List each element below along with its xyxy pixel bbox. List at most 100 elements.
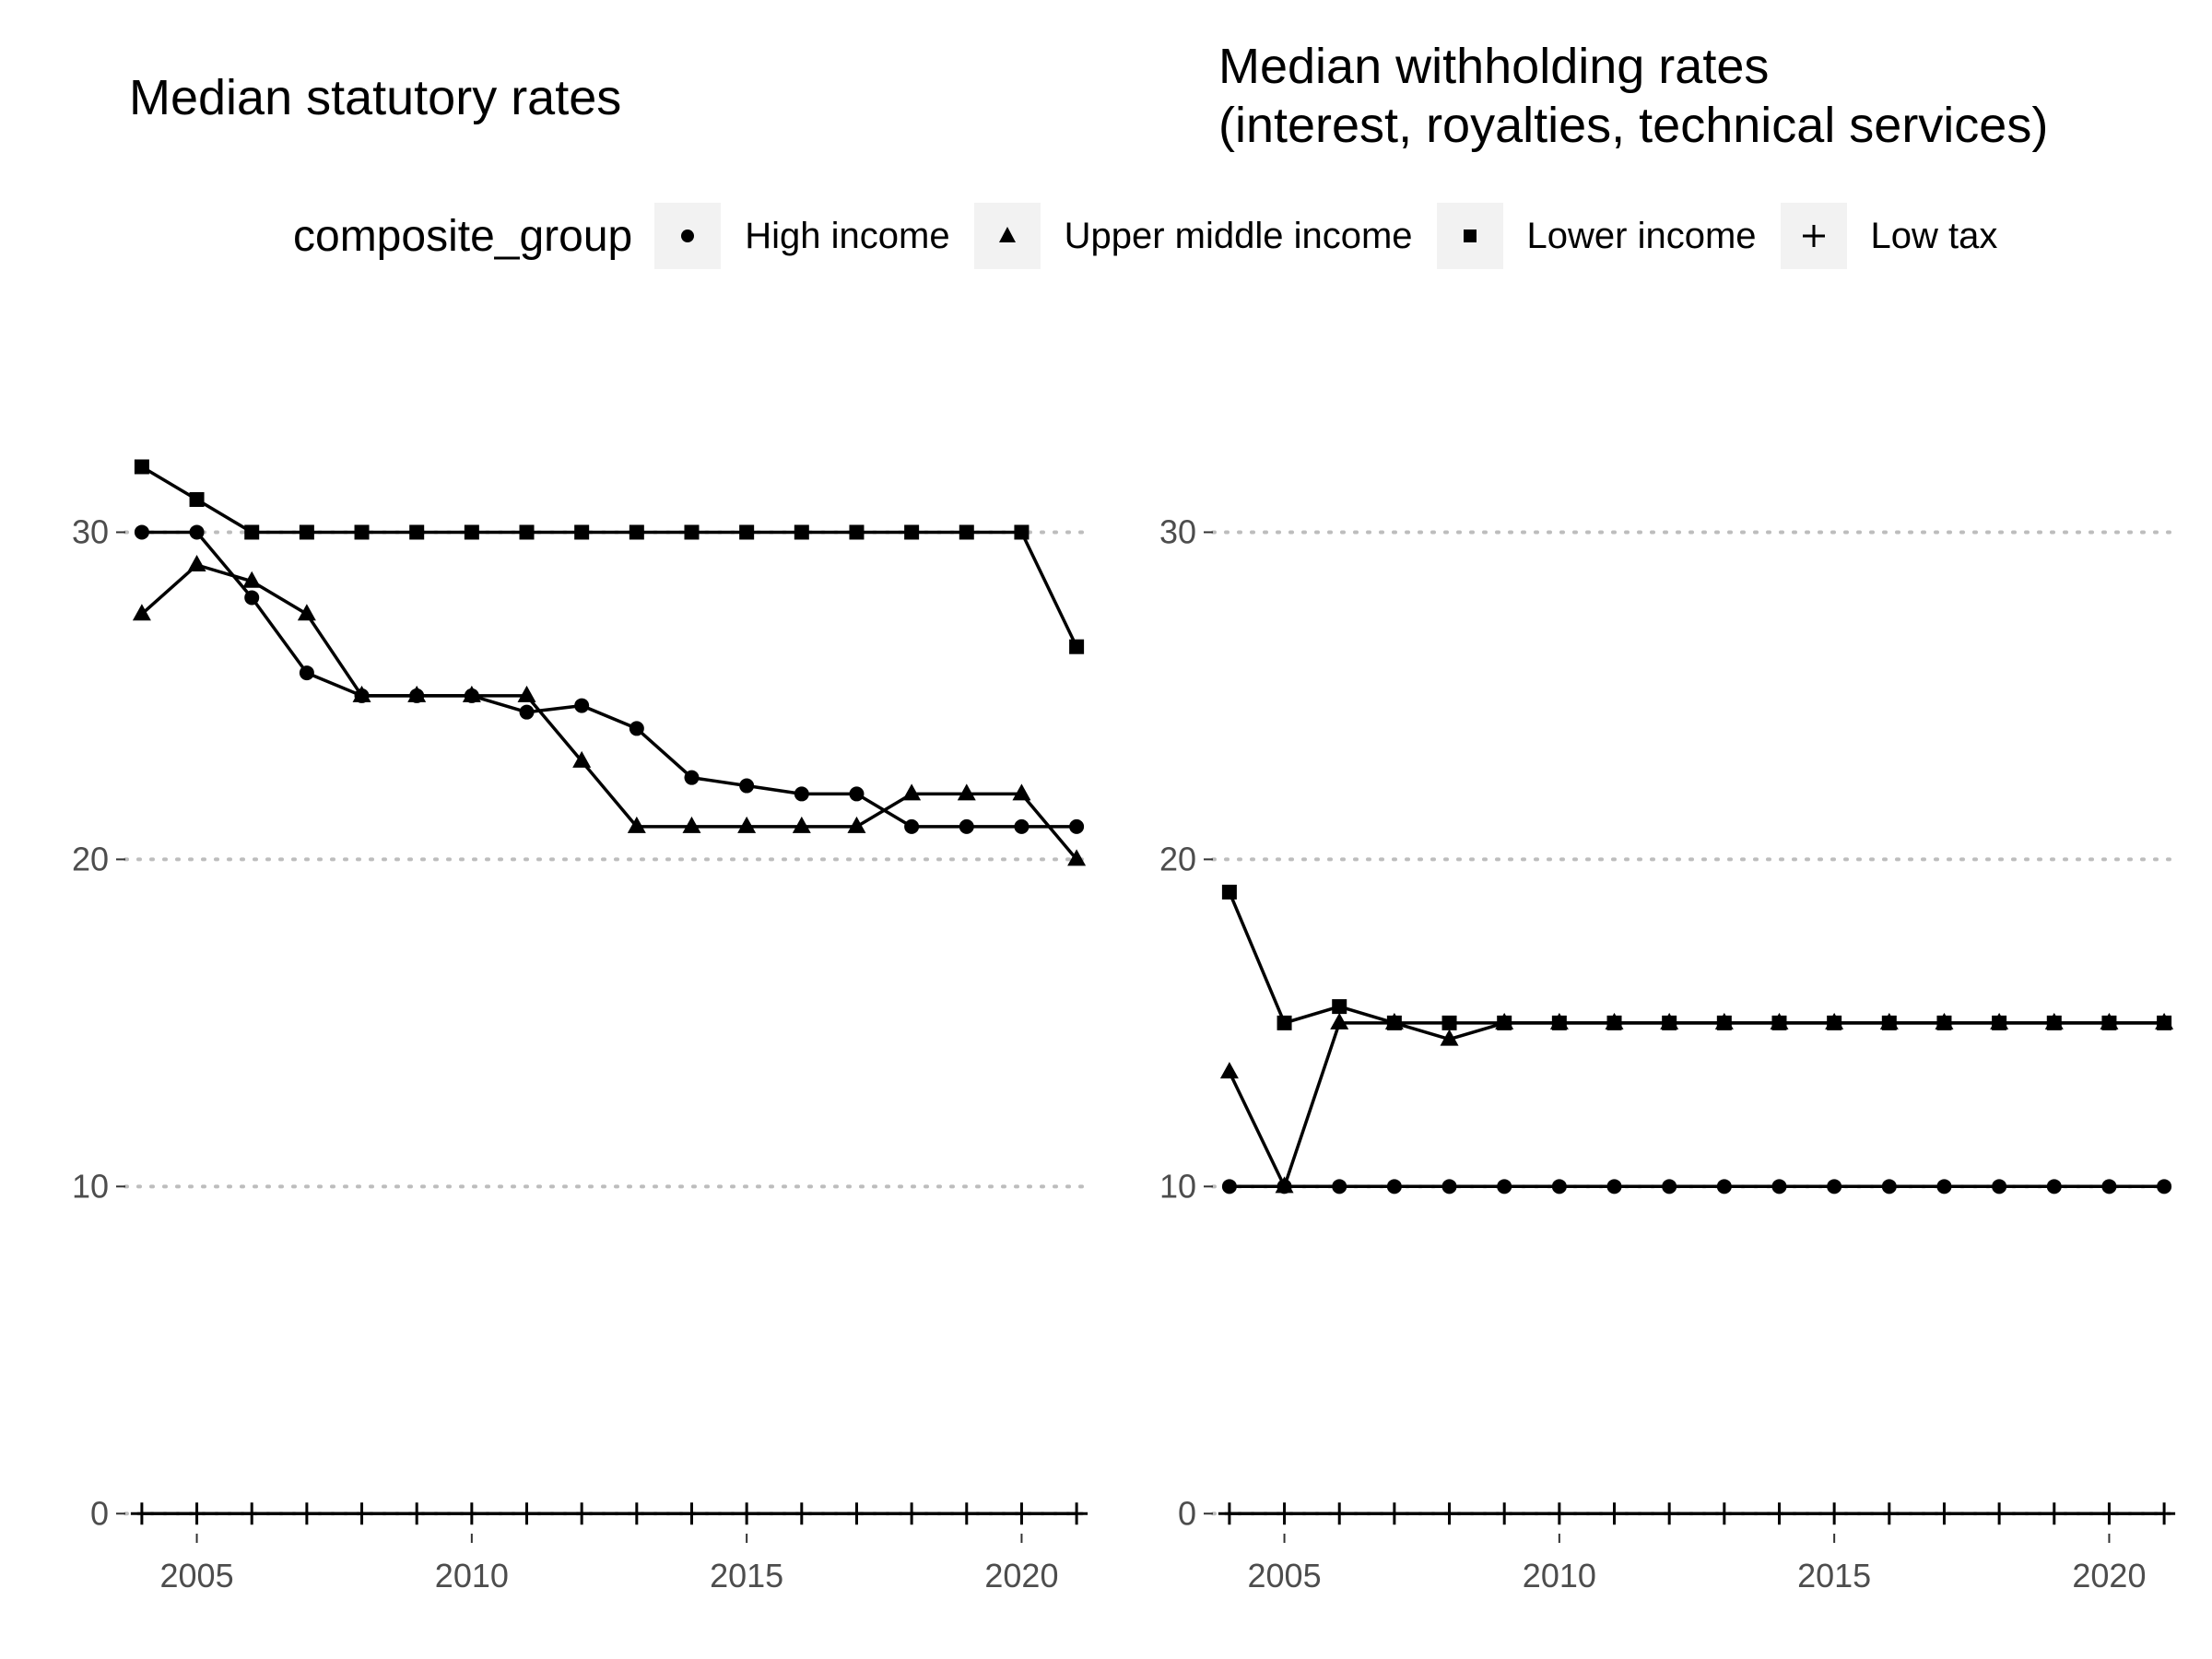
point-high-income-2004 <box>134 524 149 540</box>
point-high-income-2018 <box>904 818 920 834</box>
point-lower-income-2021 <box>1069 639 1085 654</box>
legend-key-square <box>1436 203 1503 269</box>
point-low-tax-2008 <box>350 1502 373 1525</box>
x-tick-label-2005: 2005 <box>160 1557 234 1594</box>
point-lower-income-2005 <box>189 491 205 507</box>
point-low-tax-2006 <box>241 1502 264 1525</box>
point-upper-middle-income-2008 <box>1440 1029 1459 1046</box>
panel-1: 0 10 20 30 2005 2010 2015 2020 <box>72 459 1095 1594</box>
point-upper-middle-income-2006 <box>1330 1012 1349 1030</box>
point-low-tax-2004 <box>1218 1502 1241 1525</box>
x-tick-label-2010: 2010 <box>435 1557 509 1594</box>
point-high-income-2005 <box>189 524 205 540</box>
point-upper-middle-income-2004 <box>1219 1062 1239 1079</box>
point-upper-middle-income-2016 <box>792 816 811 833</box>
point-lower-income-2007 <box>1386 1015 1402 1030</box>
point-lower-income-2018 <box>1992 1015 2007 1030</box>
x-tick-label-2005: 2005 <box>1248 1557 1322 1594</box>
x-tick-label-2015: 2015 <box>710 1557 783 1594</box>
point-low-tax-2006 <box>1328 1502 1351 1525</box>
point-low-tax-2009 <box>406 1502 429 1525</box>
point-high-income-2019 <box>2046 1179 2062 1194</box>
point-upper-middle-income-2015 <box>737 816 757 833</box>
right-panel-title: Median withholding rates (interest, roya… <box>1218 39 2049 153</box>
point-low-tax-2015 <box>1823 1502 1846 1525</box>
point-low-tax-2018 <box>1988 1502 2011 1525</box>
point-lower-income-2017 <box>1936 1015 1952 1030</box>
x-tick-label-2020: 2020 <box>2072 1557 2146 1594</box>
point-high-income-2006 <box>1332 1179 1347 1194</box>
point-lower-income-2012 <box>1662 1015 1677 1030</box>
point-lower-income-2008 <box>1441 1015 1457 1030</box>
point-lower-income-2020 <box>1014 524 1030 540</box>
point-upper-middle-income-2014 <box>682 816 701 833</box>
point-lower-income-2016 <box>794 524 809 540</box>
legend: composite_group High income Upper middle… <box>293 203 2021 269</box>
point-upper-middle-income-2012 <box>572 750 592 768</box>
legend-key-circle <box>654 203 722 269</box>
y-tick-label-0: 0 <box>90 1494 109 1532</box>
legend-key-triangle <box>973 203 1041 269</box>
point-low-tax-2017 <box>845 1502 868 1525</box>
point-upper-middle-income-2005 <box>187 554 206 571</box>
point-low-tax-2016 <box>1877 1502 1900 1525</box>
point-low-tax-2009 <box>1493 1502 1516 1525</box>
point-upper-middle-income-2010 <box>462 685 481 702</box>
point-low-tax-2005 <box>185 1502 208 1525</box>
x-tick-label-2020: 2020 <box>984 1557 1058 1594</box>
y-tick-label-30: 30 <box>1159 512 1196 550</box>
point-lower-income-2017 <box>849 524 865 540</box>
point-lower-income-2008 <box>354 524 370 540</box>
point-low-tax-2020 <box>2098 1502 2121 1525</box>
point-upper-middle-income-2008 <box>352 685 371 702</box>
y-tick-label-20: 20 <box>1159 840 1196 877</box>
point-lower-income-2004 <box>134 459 149 475</box>
triangle-marker-icon <box>998 227 1016 242</box>
point-high-income-2011 <box>1606 1179 1622 1194</box>
point-low-tax-2017 <box>1933 1502 1956 1525</box>
point-low-tax-2011 <box>515 1502 538 1525</box>
point-low-tax-2018 <box>900 1502 924 1525</box>
point-lower-income-2019 <box>959 524 974 540</box>
point-high-income-2014 <box>1771 1179 1787 1194</box>
point-low-tax-2007 <box>1382 1502 1406 1525</box>
point-upper-middle-income-2019 <box>957 783 976 801</box>
point-high-income-2016 <box>794 786 809 802</box>
point-high-income-2004 <box>1221 1179 1237 1194</box>
legend-title: composite_group <box>293 211 633 261</box>
point-high-income-2012 <box>1662 1179 1677 1194</box>
point-high-income-2018 <box>1992 1179 2007 1194</box>
point-low-tax-2011 <box>1603 1502 1626 1525</box>
point-high-income-2009 <box>1497 1179 1512 1194</box>
point-high-income-2010 <box>1551 1179 1567 1194</box>
point-high-income-2015 <box>1827 1179 1842 1194</box>
point-upper-middle-income-2004 <box>132 604 151 621</box>
point-lower-income-2011 <box>1606 1015 1622 1030</box>
point-high-income-2013 <box>1716 1179 1732 1194</box>
point-low-tax-2004 <box>130 1502 153 1525</box>
point-lower-income-2016 <box>1881 1015 1897 1030</box>
point-low-tax-2010 <box>1547 1502 1571 1525</box>
point-low-tax-2014 <box>1768 1502 1791 1525</box>
point-upper-middle-income-2018 <box>902 783 922 801</box>
y-tick-label-30: 30 <box>72 512 109 550</box>
series-line-lower-income <box>141 465 1078 648</box>
point-low-tax-2013 <box>625 1502 648 1525</box>
point-high-income-2021 <box>2157 1179 2172 1194</box>
point-upper-middle-income-2007 <box>297 604 316 621</box>
point-lower-income-2015 <box>739 524 755 540</box>
point-upper-middle-income-2006 <box>242 571 262 588</box>
point-low-tax-2012 <box>571 1502 594 1525</box>
point-low-tax-2010 <box>460 1502 483 1525</box>
point-high-income-2013 <box>629 721 644 736</box>
point-lower-income-2014 <box>1771 1015 1787 1030</box>
point-high-income-2015 <box>739 778 755 794</box>
point-lower-income-2015 <box>1827 1015 1842 1030</box>
point-lower-income-2021 <box>2157 1015 2172 1030</box>
point-low-tax-2019 <box>2042 1502 2065 1525</box>
point-low-tax-2013 <box>1712 1502 1735 1525</box>
point-low-tax-2014 <box>680 1502 703 1525</box>
point-lower-income-2009 <box>409 524 425 540</box>
point-high-income-2021 <box>1069 818 1085 834</box>
point-lower-income-2012 <box>574 524 590 540</box>
